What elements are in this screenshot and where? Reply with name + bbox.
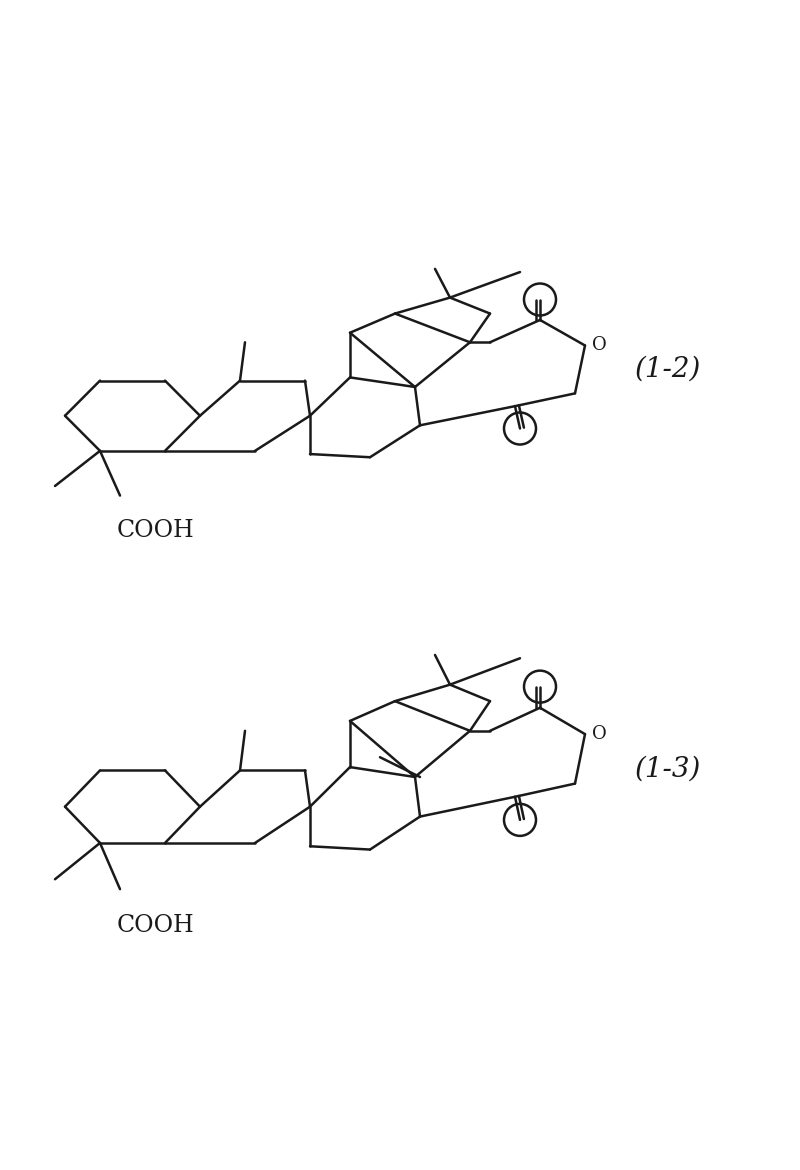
Text: COOH: COOH: [116, 519, 194, 542]
Text: COOH: COOH: [116, 914, 194, 937]
Text: (1-2): (1-2): [635, 356, 701, 383]
Text: (1-3): (1-3): [635, 756, 701, 783]
Text: O: O: [592, 337, 606, 355]
Text: O: O: [592, 725, 606, 743]
